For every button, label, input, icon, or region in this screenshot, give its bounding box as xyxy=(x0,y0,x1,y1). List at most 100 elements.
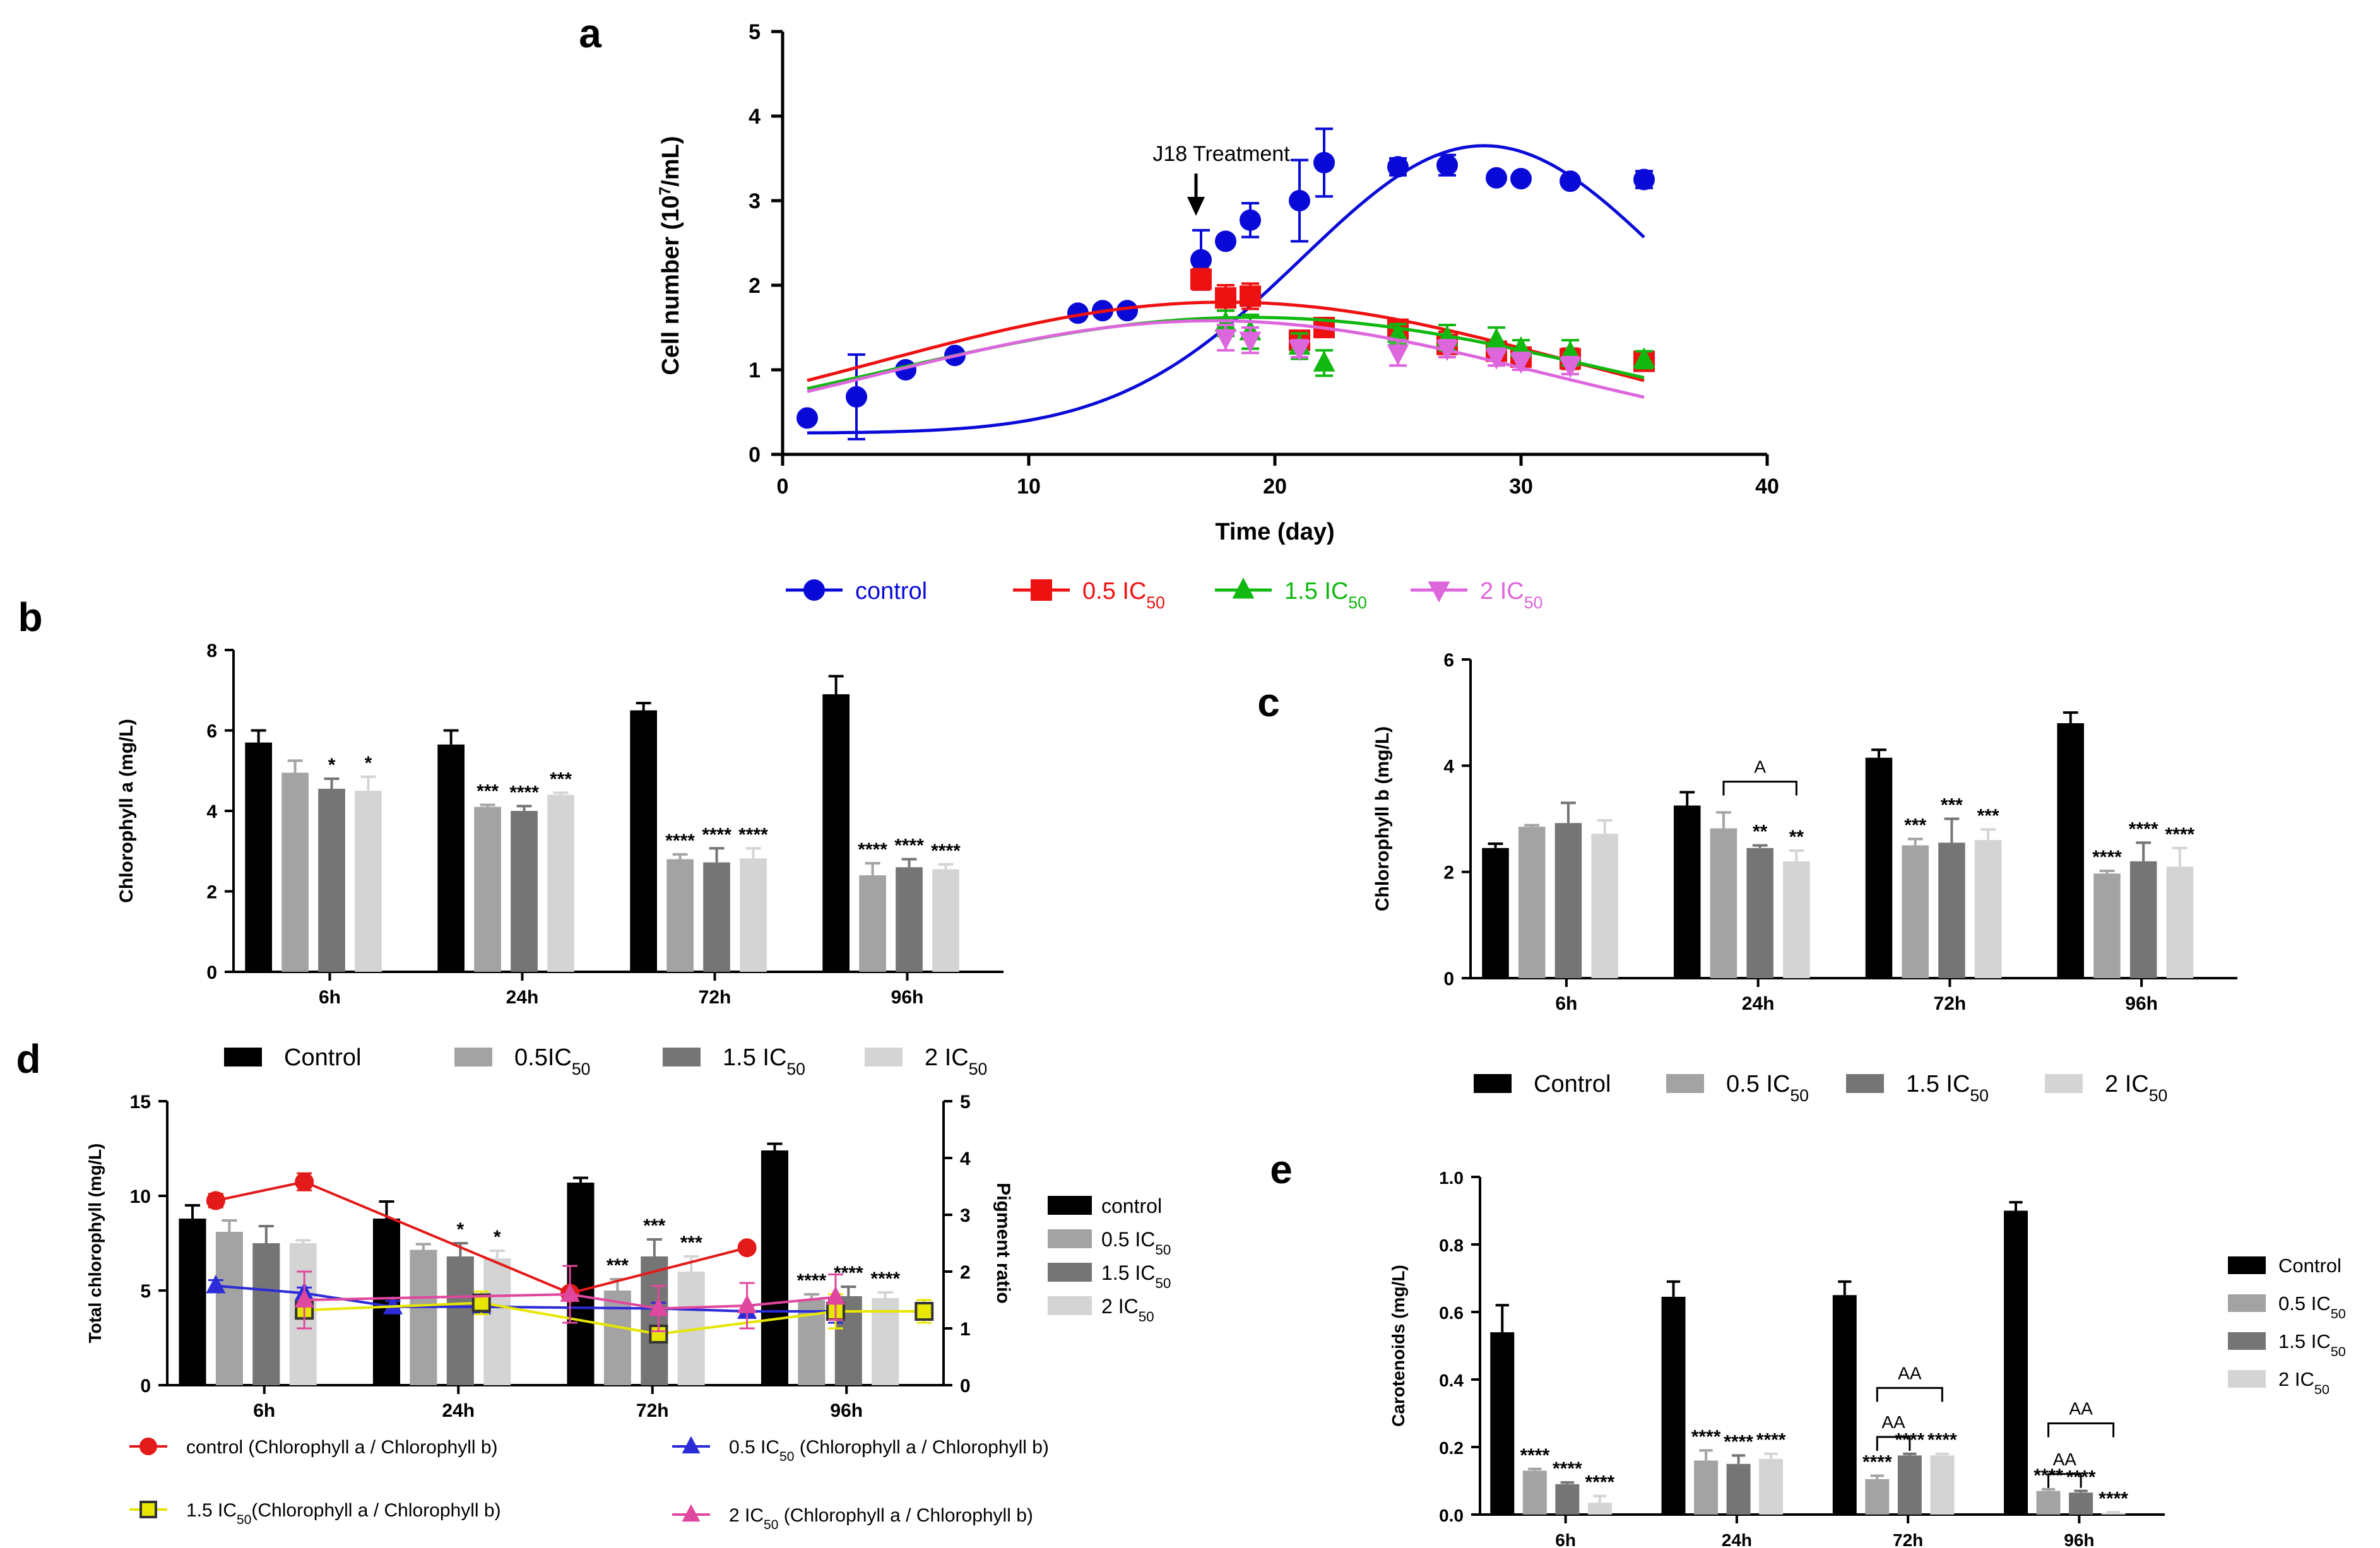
legend-sub: 50 xyxy=(1524,593,1543,612)
legend-sub: 50 xyxy=(1139,1309,1154,1325)
legend-text: 0.5 IC xyxy=(1082,578,1146,605)
data-point-a xyxy=(1215,287,1236,309)
legend-label: Control xyxy=(1534,1071,1611,1097)
legend-marker-d xyxy=(139,1438,157,1455)
legend-label-d: 1.5 IC50 xyxy=(1101,1261,1171,1291)
data-point-a xyxy=(1313,350,1335,372)
bar-c xyxy=(2166,866,2194,978)
data-point-a xyxy=(1485,348,1508,370)
legend-label: 1.5 IC50 xyxy=(1906,1071,1989,1105)
significance-stars-e: **** xyxy=(1927,1430,1957,1451)
bar-e xyxy=(1661,1296,1686,1515)
ratio-point-d xyxy=(206,1274,226,1294)
significance-stars-b: * xyxy=(328,755,336,776)
legend-marker-a xyxy=(1031,579,1052,601)
data-point-a xyxy=(1633,347,1655,369)
bar-c xyxy=(2057,723,2084,978)
bracket-e xyxy=(2047,1422,2115,1438)
legend-sub: 50 xyxy=(1790,1086,1809,1105)
y-tick-label-b: 0 xyxy=(206,962,217,983)
legend-text: 0.5IC xyxy=(514,1044,572,1071)
y-axis-label-a: Cell number (107/mL) xyxy=(657,136,685,375)
legend-text: 2 IC xyxy=(925,1044,969,1071)
panel-label-c: c xyxy=(1257,680,1280,725)
significance-stars-b: **** xyxy=(931,841,961,861)
bar-b xyxy=(511,811,538,972)
legend-label-a: 0.5 IC50 xyxy=(1082,578,1165,612)
significance-stars-c: ** xyxy=(1789,827,1804,848)
bar-c xyxy=(1673,805,1701,978)
x-tick-label-c: 24h xyxy=(1742,993,1775,1014)
significance-stars-c: **** xyxy=(2129,818,2158,839)
legend-label-d: 2 IC50 xyxy=(1101,1295,1154,1325)
legend-tail: (Chlorophyll a / Chlorophyll b) xyxy=(251,1500,500,1521)
legend-swatch xyxy=(2045,1074,2083,1093)
significance-stars-e: **** xyxy=(1585,1472,1615,1493)
y-tick-label-b: 6 xyxy=(206,721,217,742)
x-tick-label-c: 72h xyxy=(1934,993,1967,1014)
significance-stars-b: **** xyxy=(665,830,695,851)
x-tick-label-d: 24h xyxy=(442,1400,475,1421)
legend-sub: 50 xyxy=(2314,1381,2330,1397)
bar-b xyxy=(703,862,730,972)
legend-swatch-d xyxy=(1048,1229,1092,1248)
legend-swatch xyxy=(865,1048,903,1066)
bracket-c xyxy=(1722,781,1797,796)
bar-b xyxy=(355,791,382,972)
legend-label-d: control xyxy=(1101,1195,1162,1217)
ratio-point-d xyxy=(915,1302,934,1321)
panel-label-a: a xyxy=(579,11,601,56)
y-tick-label-a: 3 xyxy=(749,189,761,213)
legend-swatch-e xyxy=(2228,1256,2266,1274)
data-point-a xyxy=(1559,357,1582,379)
y-tick-label-a: 1 xyxy=(749,358,761,382)
y-tick-label-right-d: 1 xyxy=(960,1319,971,1340)
legend-label-a: control xyxy=(855,578,927,605)
y-tick-label-right-d: 5 xyxy=(960,1092,971,1113)
significance-stars-b: **** xyxy=(858,839,887,860)
significance-stars-c: *** xyxy=(1977,805,1999,826)
fit-curve-3 xyxy=(807,319,1645,399)
y-tick-label-e: 1.0 xyxy=(1439,1168,1464,1188)
panel-e: e 0.0 0.2 0.4 0.6 0.8 1.0 Carotenoids (mg/L) 6h *… xyxy=(1270,1147,2346,1548)
significance-stars-b: **** xyxy=(894,836,924,856)
y-axis-label-e: Carotenoids (mg/L) xyxy=(1388,1265,1408,1427)
legend-swatch-d xyxy=(1048,1296,1092,1315)
bar-b xyxy=(822,694,850,972)
bar-b xyxy=(281,772,309,972)
bar-d xyxy=(215,1232,243,1385)
x-tick-label-d: 72h xyxy=(636,1400,669,1421)
legend-sub: 50 xyxy=(779,1450,794,1464)
significance-stars-e: **** xyxy=(2099,1488,2128,1509)
significance-stars-b: *** xyxy=(477,781,499,801)
ratio-point-d xyxy=(737,1294,757,1313)
bar-b xyxy=(932,869,959,972)
legend-text: 2 IC xyxy=(2278,1368,2314,1390)
legend-label: 1.5 IC50 xyxy=(723,1044,805,1078)
legend-label: 2 IC50 xyxy=(2105,1071,2167,1105)
legend-tail: (Chlorophyll a / Chlorophyll b) xyxy=(794,1437,1049,1458)
legend-text: 2 IC xyxy=(729,1505,764,1526)
data-point-a xyxy=(846,386,867,408)
legend-label: Control xyxy=(284,1044,362,1071)
x-tick-label-c: 96h xyxy=(2125,993,2158,1014)
legend-sub: 50 xyxy=(1348,593,1367,612)
y-tick-label-e: 0.4 xyxy=(1439,1371,1464,1390)
bar-b xyxy=(318,788,345,972)
panel-label-b: b xyxy=(18,594,42,640)
data-point-a xyxy=(1190,268,1212,290)
x-tick-label-a: 30 xyxy=(1509,475,1533,499)
significance-stars-d: * xyxy=(456,1219,464,1240)
data-point-a xyxy=(1510,353,1532,374)
ratio-point-d xyxy=(560,1283,580,1302)
data-point-a xyxy=(1486,167,1507,189)
data-point-a xyxy=(1387,344,1409,365)
bar-d xyxy=(252,1243,280,1385)
bar-c xyxy=(1746,848,1773,978)
y-tick-label-e: 0.8 xyxy=(1439,1236,1464,1255)
bracket-e xyxy=(1876,1436,1911,1451)
panel-label-e: e xyxy=(1270,1147,1293,1192)
legend-label-ratio-d: control (Chlorophyll a / Chlorophyll b) xyxy=(186,1437,498,1458)
legend-marker-a xyxy=(1232,577,1255,599)
